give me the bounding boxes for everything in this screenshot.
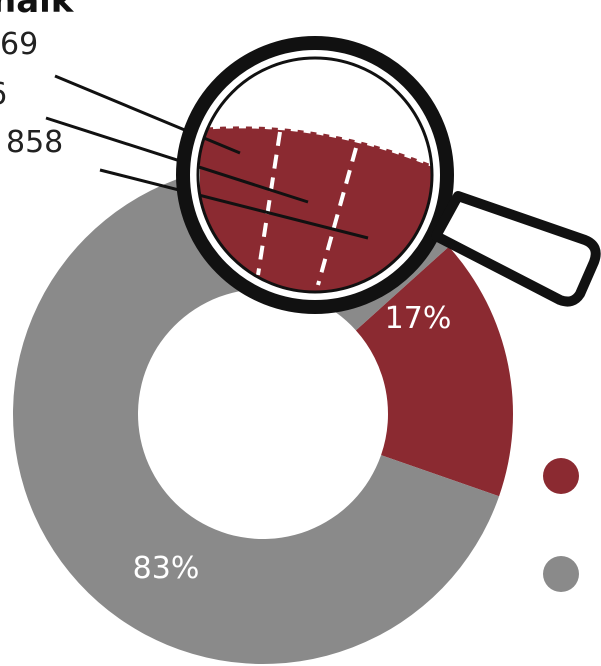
magnifier-icon	[176, 36, 601, 314]
callout-label-2: 6	[0, 80, 7, 110]
legend-swatch-gray	[543, 556, 579, 592]
callout-line-1	[54, 74, 241, 155]
slice-label-17: 17%	[385, 301, 452, 336]
legend-swatch-red	[543, 458, 579, 494]
slice-label-83: 83%	[133, 551, 200, 586]
chart-title: halk	[0, 0, 74, 21]
callout-label-1: 69	[0, 27, 39, 62]
callout-line-3	[99, 168, 369, 240]
callout-label-3: 858	[6, 125, 64, 160]
magnified-region	[197, 57, 433, 293]
donut-slice-0	[355, 246, 513, 497]
